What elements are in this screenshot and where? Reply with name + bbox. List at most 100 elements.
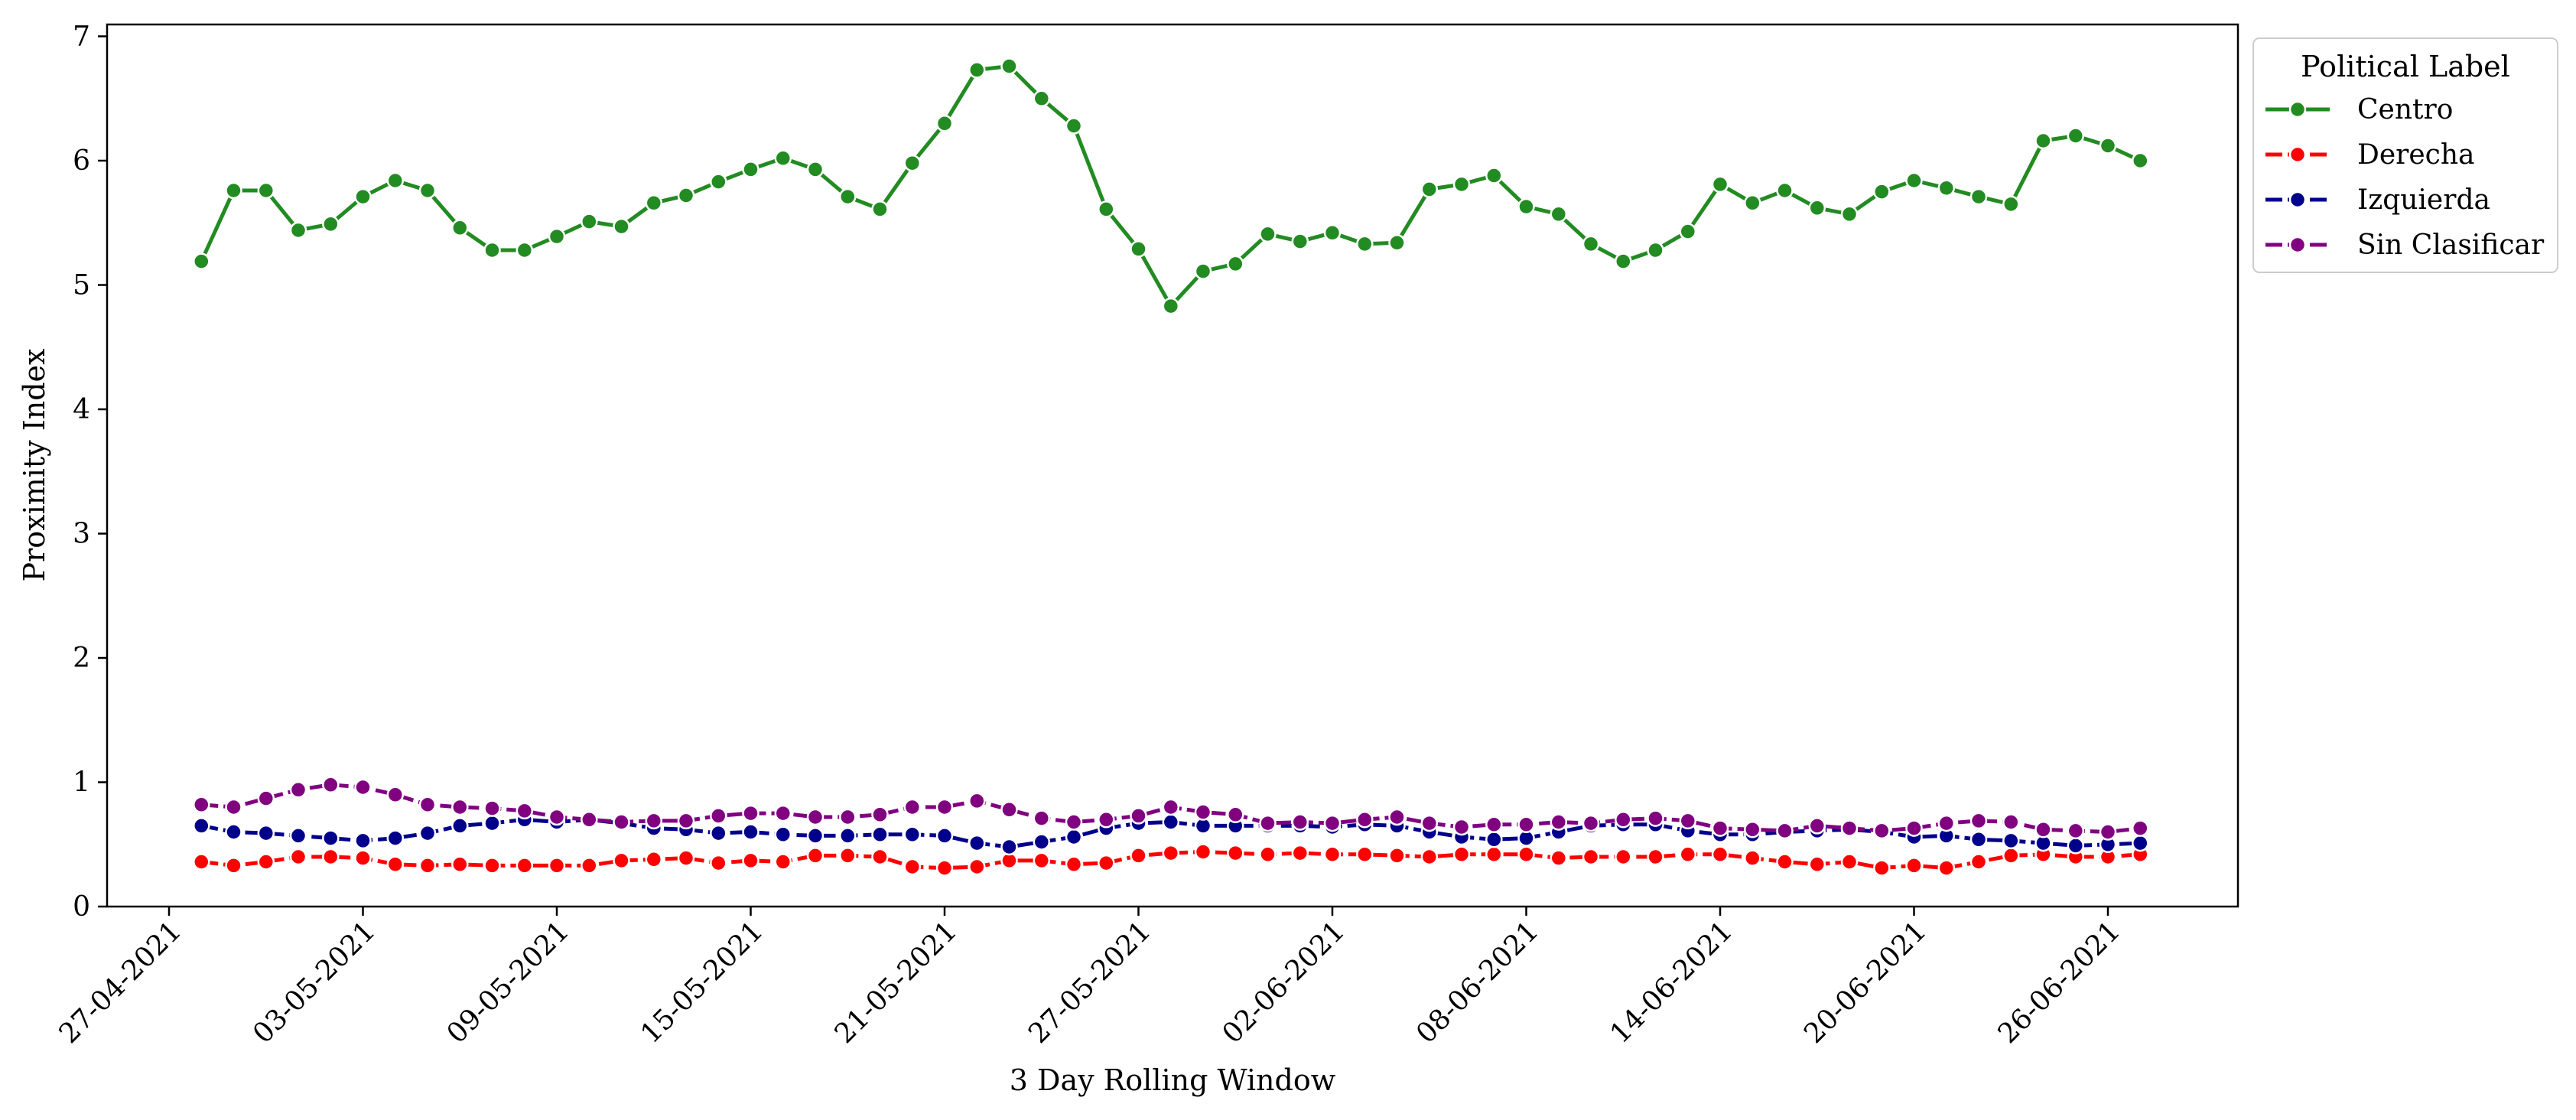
data-point <box>386 786 405 804</box>
data-point <box>1969 853 1988 871</box>
data-point <box>516 802 534 820</box>
data-point <box>548 808 566 826</box>
data-point <box>839 808 857 826</box>
data-point <box>1776 822 1794 840</box>
data-point <box>257 853 275 871</box>
data-point <box>806 827 825 845</box>
legend-marker <box>2288 236 2307 254</box>
data-point <box>2067 822 2085 840</box>
data-point <box>1937 179 1956 197</box>
data-point <box>1420 848 1439 866</box>
data-point <box>1615 848 1632 866</box>
data-point <box>645 851 663 868</box>
data-point <box>806 847 825 864</box>
data-point <box>1452 818 1471 836</box>
data-point <box>1388 847 1406 864</box>
data-point <box>1130 240 1147 258</box>
y-tick-label: 7 <box>73 21 90 53</box>
data-point <box>581 213 598 230</box>
data-point <box>1969 831 1988 848</box>
data-point <box>839 827 857 845</box>
data-point <box>418 181 437 200</box>
data-point <box>257 181 275 200</box>
data-point <box>1808 817 1826 835</box>
data-point <box>968 834 986 852</box>
data-point <box>1711 845 1729 864</box>
data-point <box>2067 127 2085 145</box>
data-point <box>645 194 663 212</box>
x-axis-label: 3 Day Rolling Window <box>1010 1063 1336 1097</box>
data-point <box>2099 137 2117 155</box>
data-point <box>871 848 889 866</box>
data-point <box>1291 813 1309 831</box>
data-point <box>1291 844 1309 862</box>
data-point <box>1323 845 1342 864</box>
data-point <box>225 857 242 874</box>
data-point <box>418 857 437 874</box>
data-point <box>1550 813 1568 831</box>
data-point <box>1840 819 1859 837</box>
legend-frame <box>2252 37 2558 273</box>
data-point <box>1744 821 1761 838</box>
data-point <box>386 171 405 190</box>
data-point <box>1130 807 1147 825</box>
data-point <box>710 807 727 825</box>
data-point <box>1000 57 1018 75</box>
data-point <box>2034 821 2052 838</box>
series-centro <box>193 57 2149 315</box>
data-point <box>1000 838 1018 856</box>
data-point <box>1647 809 1664 827</box>
data-point <box>1679 223 1697 240</box>
data-point <box>1485 831 1503 848</box>
y-tick-label: 3 <box>73 519 90 550</box>
series-sin-clasificar <box>193 776 2149 841</box>
data-point <box>1000 801 1018 819</box>
data-point <box>1291 233 1309 250</box>
data-point <box>581 811 598 829</box>
data-point <box>1550 205 1568 223</box>
data-point <box>1711 819 1729 837</box>
data-point <box>1259 845 1277 864</box>
data-point <box>1744 849 1761 867</box>
data-point <box>548 227 566 246</box>
data-point <box>1485 167 1503 184</box>
data-point <box>1905 171 1923 190</box>
data-point <box>1485 845 1503 864</box>
data-point <box>193 796 210 814</box>
data-point <box>903 858 922 876</box>
plot-frame <box>106 23 2239 908</box>
data-point <box>903 798 922 816</box>
data-point <box>1162 813 1180 831</box>
legend-label: Derecha <box>2357 139 2475 171</box>
data-point <box>1452 175 1471 194</box>
data-point <box>774 825 792 844</box>
data-point <box>903 154 922 172</box>
data-point <box>1098 854 1115 872</box>
data-point <box>774 853 792 871</box>
data-point <box>1873 822 1891 840</box>
data-point <box>1162 297 1180 315</box>
data-point <box>1582 235 1600 253</box>
legend-label: Izquierda <box>2357 184 2490 216</box>
data-point <box>1873 183 1891 200</box>
data-point <box>483 814 501 832</box>
data-point <box>1033 809 1051 827</box>
data-point <box>354 832 372 850</box>
data-point <box>2132 834 2149 852</box>
data-point <box>871 200 889 218</box>
legend-label: Sin Clasificar <box>2357 230 2545 261</box>
data-point <box>322 829 340 847</box>
data-point <box>774 804 792 822</box>
y-tick-label: 4 <box>73 394 90 425</box>
data-point <box>2002 832 2020 850</box>
data-point <box>1065 813 1083 831</box>
data-point <box>1033 833 1051 851</box>
data-point <box>322 215 340 233</box>
data-point <box>1905 819 1923 837</box>
data-point <box>1840 853 1859 871</box>
data-point <box>1227 806 1244 824</box>
data-point <box>1808 855 1826 874</box>
data-point <box>581 857 598 874</box>
data-point <box>1162 798 1180 816</box>
data-point <box>483 857 501 874</box>
